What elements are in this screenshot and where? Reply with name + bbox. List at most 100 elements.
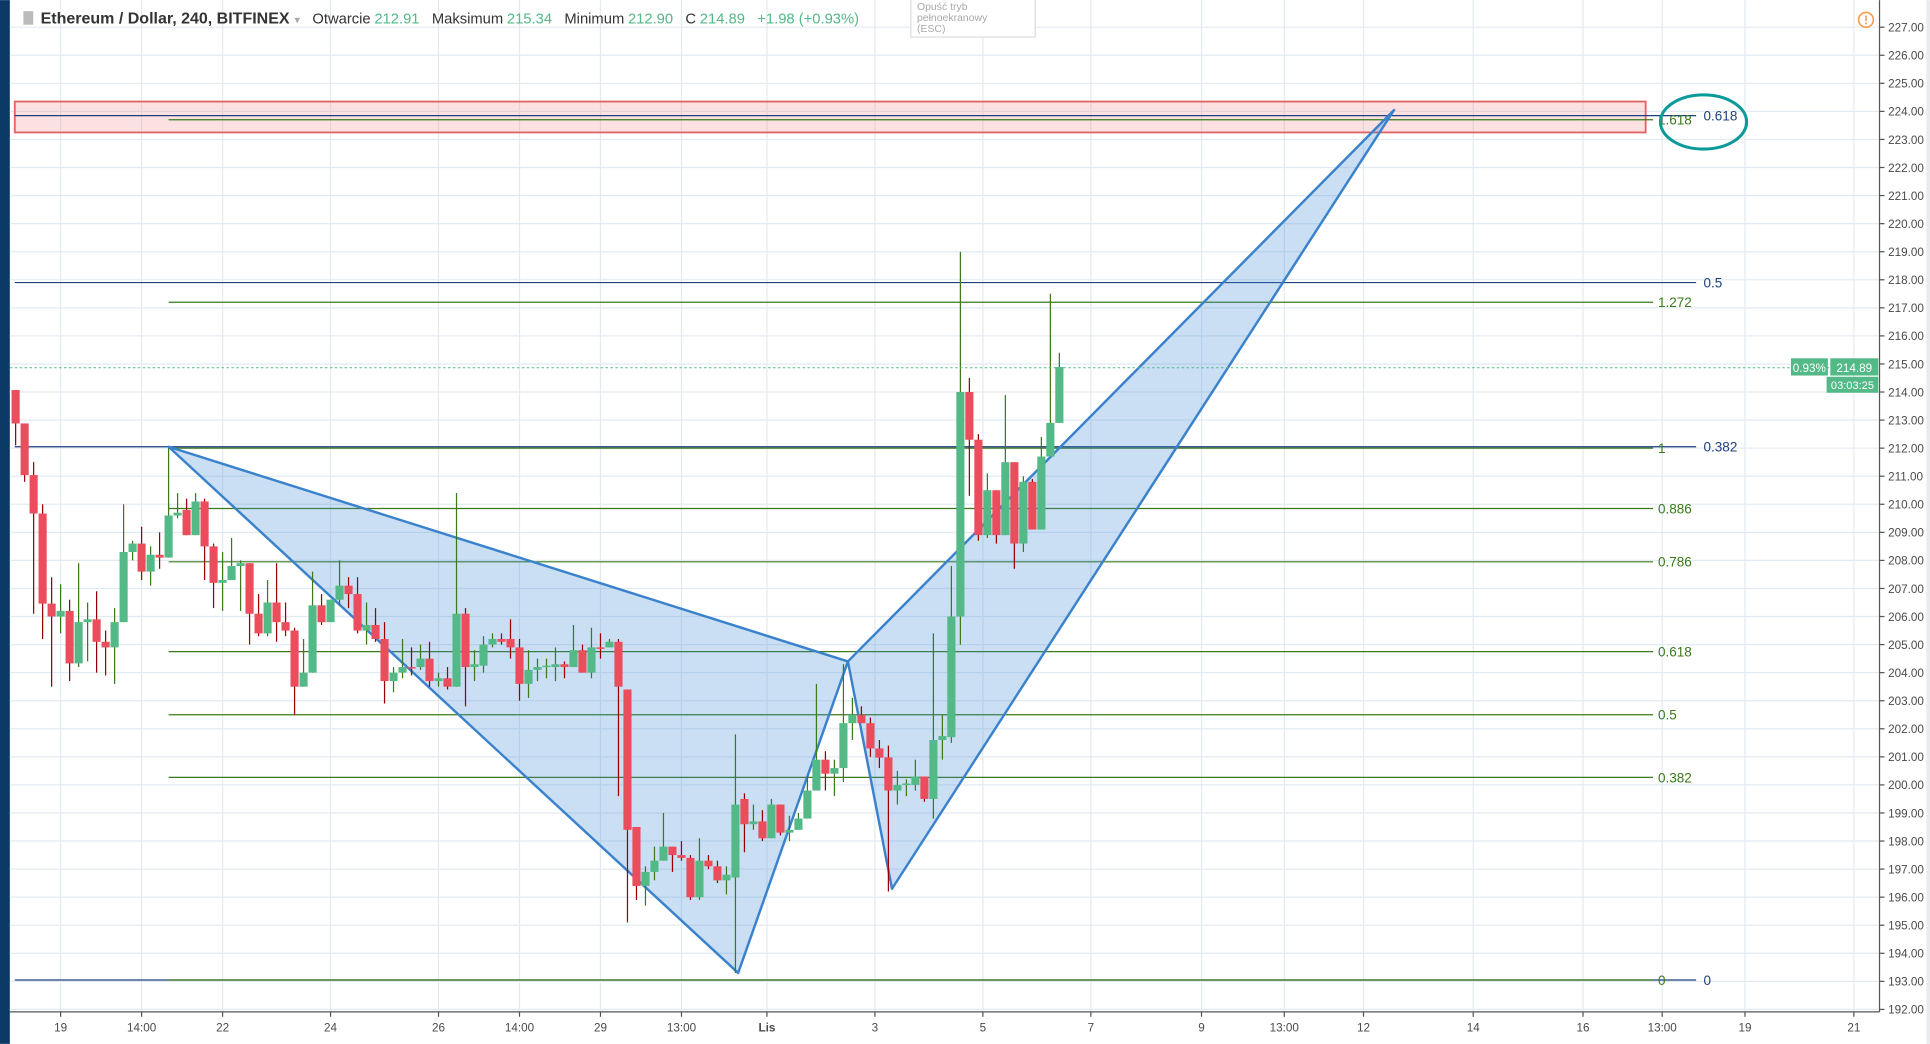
left-edge-strip <box>0 0 10 1044</box>
chart-legend: Ethereum / Dollar, 240, BITFINEX ▾ Otwarci… <box>23 10 859 27</box>
candle-body <box>920 776 929 799</box>
candle-body <box>614 641 623 687</box>
candle-up <box>938 714 947 760</box>
candle-body <box>290 630 299 687</box>
candle-up <box>749 804 758 830</box>
candle-body <box>605 641 614 648</box>
price-tick-label: 203.00 <box>1888 695 1924 708</box>
candle-body <box>587 647 596 673</box>
candle-body <box>839 723 848 769</box>
candle-up <box>551 647 560 682</box>
low-label: Minimum <box>564 11 624 27</box>
candle-body <box>101 641 110 648</box>
time-tick-label: 13:00 <box>1270 1022 1300 1035</box>
candle-body <box>272 602 281 623</box>
candle-up <box>110 608 119 684</box>
price-tick-label: 200.00 <box>1888 779 1924 792</box>
candle-body <box>659 846 668 861</box>
candle-body <box>470 664 479 668</box>
candle-up <box>695 838 704 900</box>
fib-level-label-blue: 0 <box>1704 973 1712 988</box>
series-flag-icon[interactable] <box>23 11 34 25</box>
candle-down <box>974 434 983 541</box>
candle-up <box>389 667 398 693</box>
time-axis[interactable]: 19 14:00 22 24 26 14:00 29 13:00 Lis 3 5 7 9 13:00 12 1… <box>54 1011 1860 1035</box>
candle-down <box>560 661 569 679</box>
fib-level-label-green: 0 <box>1658 973 1666 988</box>
candle-down <box>668 846 677 872</box>
candle-down <box>686 855 695 900</box>
time-tick-label: 22 <box>216 1022 229 1035</box>
pattern-triangle-bcd[interactable] <box>846 108 1396 890</box>
candle-body <box>1046 422 1055 457</box>
price-tick-label: 193.00 <box>1888 976 1924 989</box>
price-axis[interactable]: 227.00 226.00 225.00 224.00 223.00 222.00 221.… <box>1879 21 1925 1017</box>
candle-up <box>947 566 956 743</box>
change-value: +1.98 (+0.93%) <box>757 11 859 27</box>
candle-up <box>119 504 128 623</box>
candle-body <box>821 759 830 774</box>
candle-up <box>524 650 533 698</box>
candle-up <box>362 602 371 645</box>
candle-up <box>983 473 992 538</box>
candle-body <box>461 613 470 668</box>
candle-body <box>668 846 677 856</box>
fibonacci-levels[interactable]: 0.618 0.5 0.382 0 1.618 1.272 1 0.886 0.786 0.618… <box>14 109 1738 988</box>
candle-body <box>1055 367 1064 423</box>
candle-up <box>299 638 308 687</box>
resistance-zone[interactable] <box>13 100 1647 134</box>
time-tick-label: 13:00 <box>1648 1022 1678 1035</box>
alert-circle-icon[interactable] <box>1857 11 1875 28</box>
price-tick-label: 214.00 <box>1888 386 1924 399</box>
candle-up <box>1019 476 1028 552</box>
candle-up <box>128 540 137 561</box>
candle-up <box>479 636 488 673</box>
candle-up <box>794 812 803 830</box>
time-tick-label: 9 <box>1198 1022 1205 1035</box>
price-tick-label: 205.00 <box>1888 639 1924 652</box>
candle-down <box>857 706 866 724</box>
harmonic-pattern[interactable] <box>167 108 1396 975</box>
candle-body <box>623 689 632 830</box>
candle-down <box>506 619 515 659</box>
candle-body <box>758 821 767 839</box>
highlight-ellipse[interactable] <box>1658 93 1749 151</box>
candle-up <box>74 563 83 668</box>
time-tick-label: 5 <box>980 1022 987 1035</box>
candle-body <box>488 638 497 645</box>
candle-body <box>857 714 866 724</box>
time-tick-label: 29 <box>594 1022 607 1035</box>
candle-up <box>803 776 812 819</box>
symbol-title[interactable]: Ethereum / Dollar, 240, BITFINEX <box>41 10 290 27</box>
fib-level-label-green: 1 <box>1658 441 1666 456</box>
candle-body <box>848 714 857 724</box>
price-tick-label: 225.00 <box>1888 78 1924 91</box>
pattern-triangle-xab[interactable] <box>167 445 850 975</box>
candle-body <box>533 667 542 670</box>
candle-body <box>83 619 92 623</box>
resistance-zone-rect[interactable] <box>13 100 1647 134</box>
chevron-down-icon[interactable]: ▾ <box>295 14 301 26</box>
candle-body <box>38 513 47 604</box>
candle-body <box>506 638 515 648</box>
fib-level-label-blue: 0.382 <box>1704 440 1738 455</box>
time-tick-label: 19 <box>1738 1022 1751 1035</box>
candle-up <box>722 866 731 895</box>
candle-body <box>74 622 83 664</box>
candle-down <box>515 638 524 701</box>
candle-up <box>641 866 650 906</box>
time-tick-label: 21 <box>1847 1022 1860 1035</box>
candle-body <box>929 740 938 799</box>
candle-up <box>416 644 425 670</box>
price-tick-label: 209.00 <box>1888 527 1924 540</box>
candle-body <box>209 546 218 583</box>
candle-body <box>443 678 452 687</box>
candle-body <box>740 798 749 825</box>
price-tick-label: 212.00 <box>1888 442 1924 455</box>
candle-up <box>335 560 344 606</box>
fib-level-label-green: 0.382 <box>1658 770 1692 785</box>
candle-down <box>623 689 632 923</box>
candle-body <box>335 585 344 600</box>
fib-level-label-blue: 0.5 <box>1704 275 1723 290</box>
